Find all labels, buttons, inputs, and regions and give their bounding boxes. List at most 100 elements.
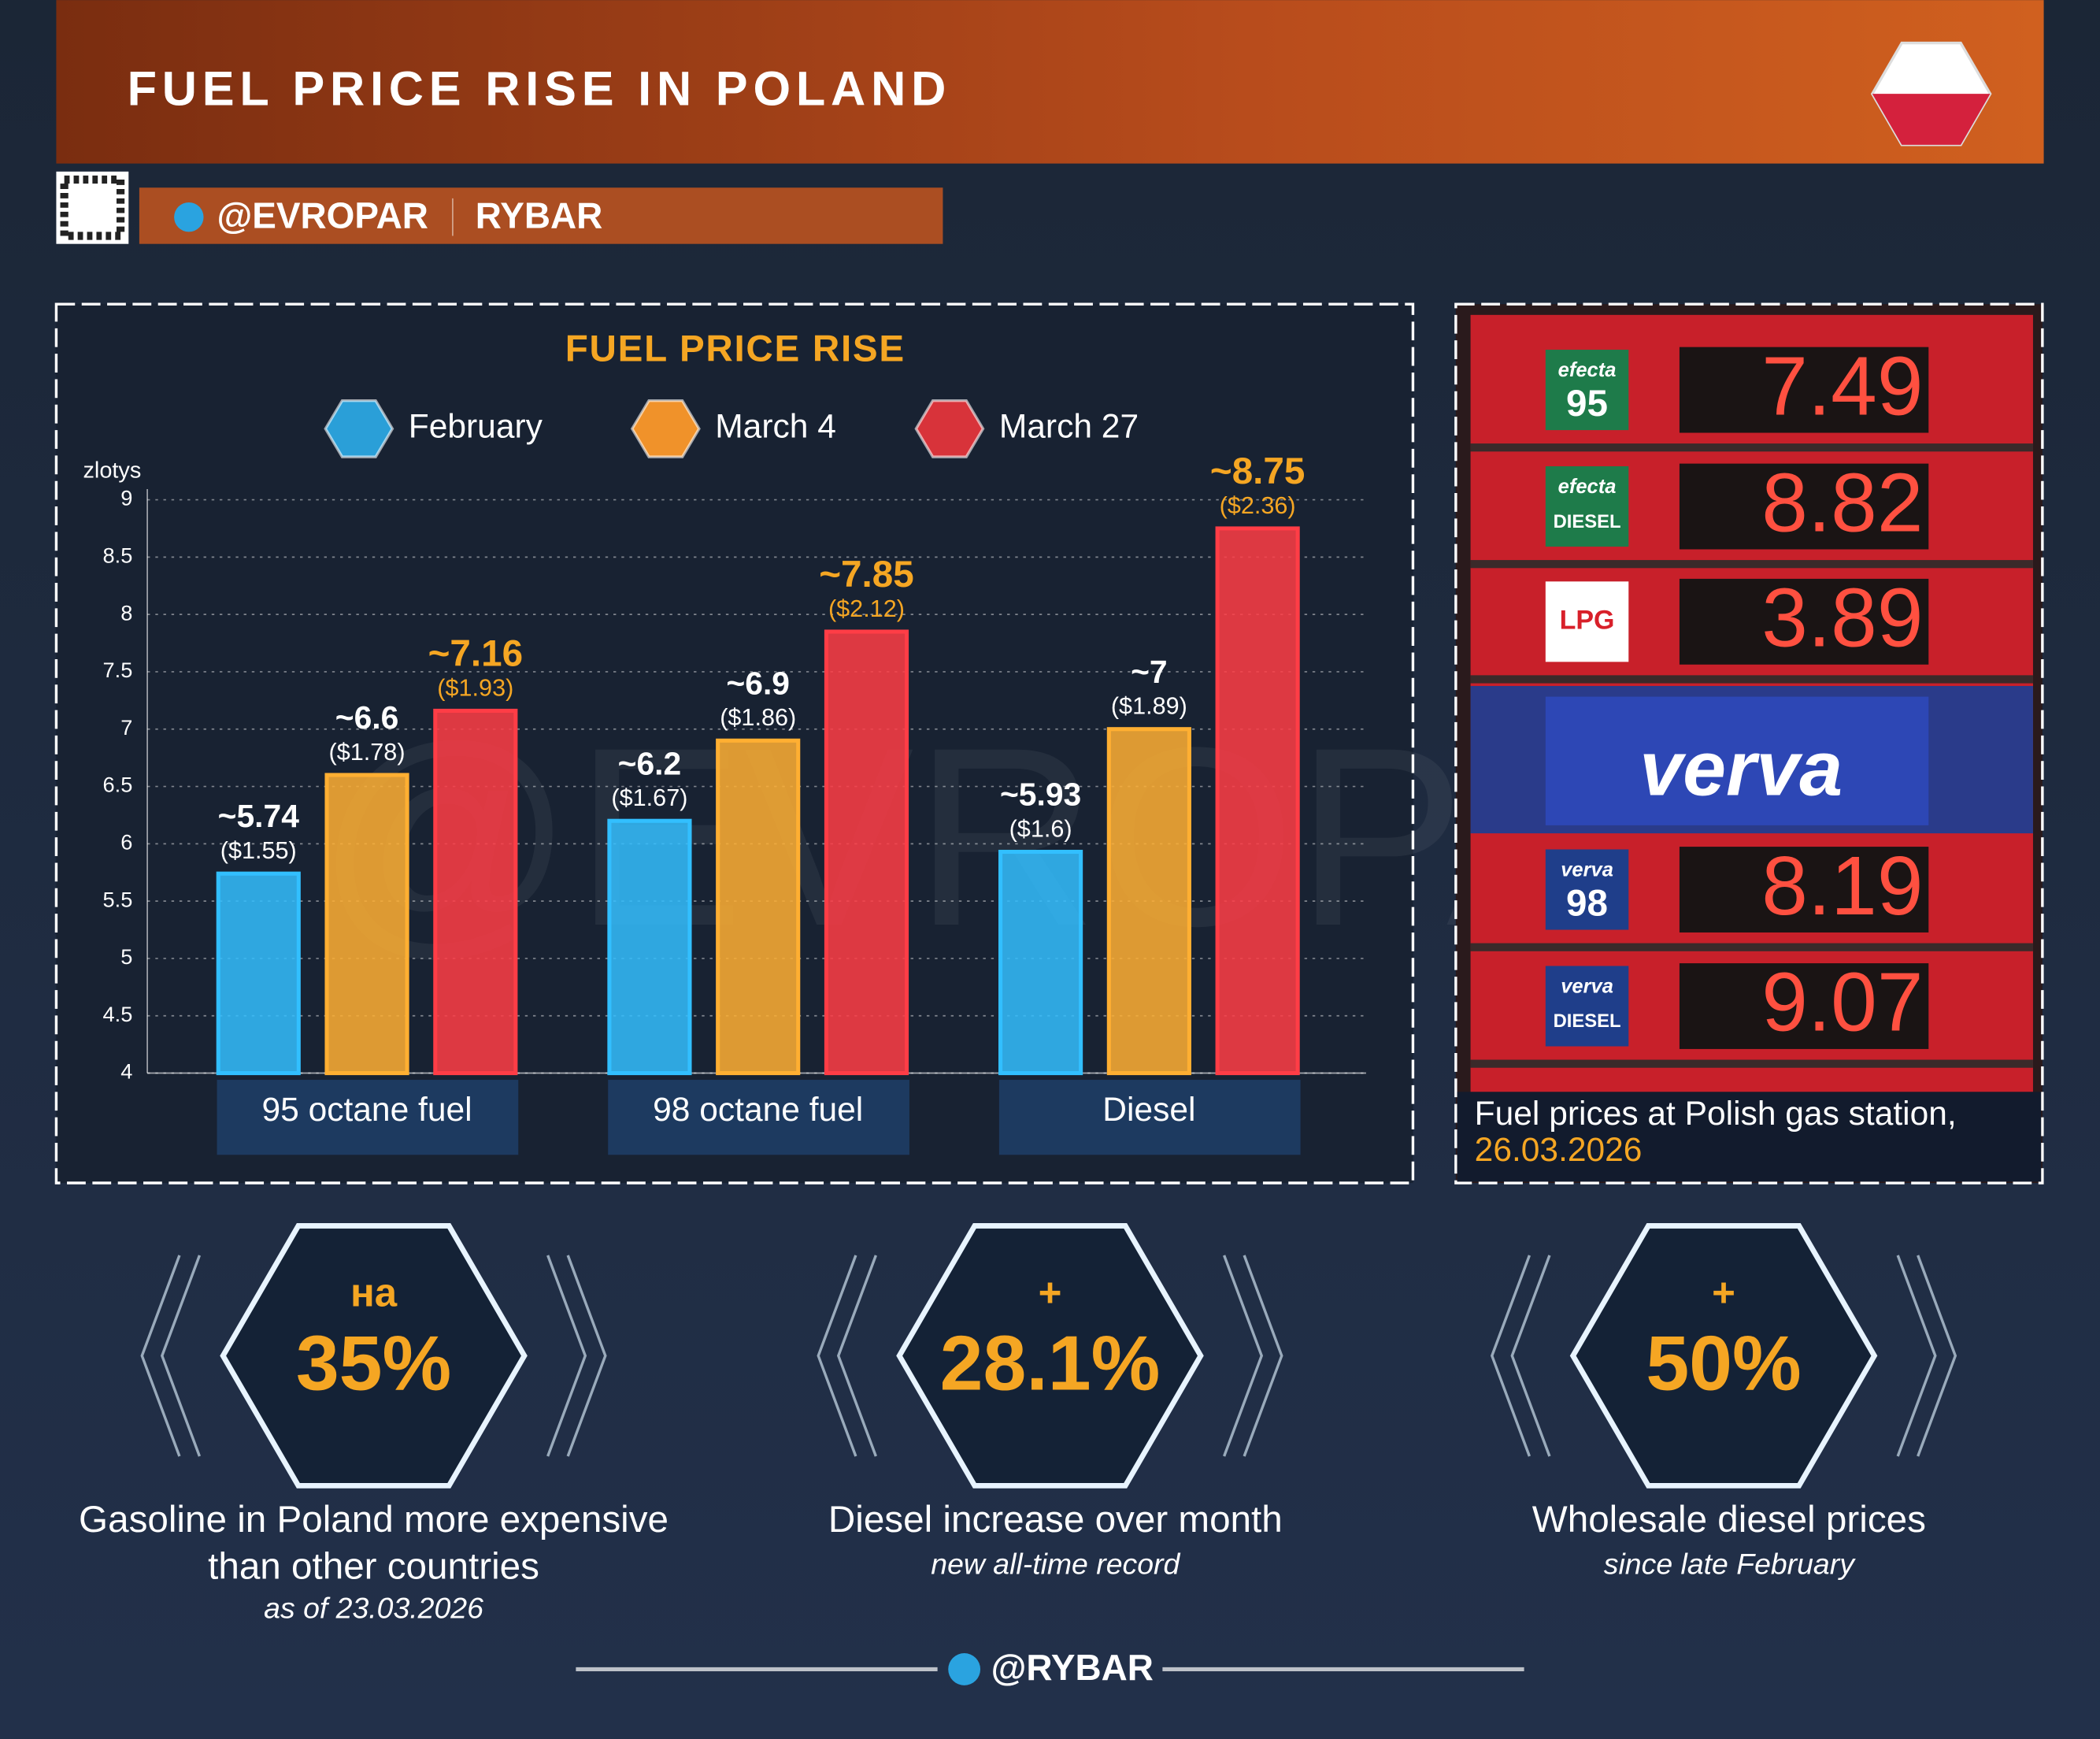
bar <box>1106 727 1191 1076</box>
usd-label: ($1.78) <box>329 739 406 766</box>
stat-description: Diesel increase over month <box>828 1499 1283 1541</box>
value-label: ~7.85 <box>819 554 913 595</box>
stat-hex <box>220 1223 528 1489</box>
board-divider <box>1470 943 2033 951</box>
price: 7.49 <box>1761 340 1923 432</box>
price-display <box>1679 347 1929 433</box>
usd-label: ($1.89) <box>1111 693 1187 720</box>
y-tick-label: 6.5 <box>103 773 133 797</box>
bar <box>1215 526 1300 1076</box>
bar <box>324 773 409 1076</box>
caption-band <box>1457 1092 2042 1182</box>
price-display <box>1679 578 1929 665</box>
y-tick-label: 8 <box>120 600 132 625</box>
banner <box>1545 696 1929 825</box>
price: 3.89 <box>1761 573 1923 665</box>
chevron <box>1490 1255 1531 1457</box>
brand-label: efecta <box>1558 359 1617 381</box>
y-tick-label: 5.5 <box>103 887 133 911</box>
telegram-icon <box>948 1653 981 1685</box>
legend-marker <box>630 399 701 458</box>
value-label: ~5.74 <box>218 798 300 834</box>
y-tick-label: 7 <box>120 715 132 740</box>
board-divider <box>1470 560 2033 569</box>
y-tick-label: 4 <box>120 1059 132 1084</box>
stat-note: since late February <box>1604 1547 1856 1580</box>
board-divider <box>1470 675 2033 684</box>
usd-label: ($1.86) <box>720 704 796 731</box>
grade-badge <box>1545 581 1629 662</box>
legend-marker <box>914 399 985 458</box>
usd-label: ($1.93) <box>437 674 513 701</box>
flag-red <box>1872 94 1991 145</box>
grade-badge <box>1545 466 1629 547</box>
stat-prefix: на <box>350 1270 398 1314</box>
grade-label: LPG <box>1560 605 1615 635</box>
stat-value: 35% <box>296 1319 451 1406</box>
x-tick-label: 95 octane fuel <box>261 1092 472 1129</box>
plot: 4 4.5 5 5.5 6 6.5 7 7.5 8 8.5 9 February March 4 Marc… <box>103 399 1366 1155</box>
header-band <box>56 0 2044 164</box>
price-display <box>1679 847 1929 933</box>
stat-description: than other countries <box>208 1545 539 1587</box>
category-box <box>608 1080 909 1155</box>
price: 8.19 <box>1761 840 1923 933</box>
category-box <box>998 1080 1301 1155</box>
grade-label: DIESEL <box>1554 511 1621 532</box>
y-tick-label: 7.5 <box>103 658 133 682</box>
stat-note: new all-time record <box>931 1547 1180 1580</box>
usd-label: ($1.67) <box>611 784 687 811</box>
chevron <box>817 1255 857 1457</box>
y-tick-label: 6 <box>120 830 132 855</box>
usd-label: ($1.6) <box>1009 815 1072 842</box>
chevron <box>566 1255 607 1457</box>
legend-marker <box>324 399 394 458</box>
footer-handle: @RYBAR <box>991 1647 1154 1688</box>
usd-label: ($2.12) <box>828 595 905 622</box>
chevron <box>1917 1255 1957 1457</box>
grade-badge <box>1545 966 1629 1047</box>
legend-label: March 27 <box>999 409 1139 446</box>
stat-hex <box>896 1223 1204 1489</box>
title: FUEL PRICE RISE IN POLAND <box>128 62 952 116</box>
grade-badge <box>1545 350 1629 431</box>
board-divider <box>1470 1059 2033 1068</box>
category-box <box>217 1080 519 1155</box>
stat-prefix: + <box>1039 1270 1062 1314</box>
value-label: ~6.9 <box>726 665 790 701</box>
stat-note: as of 23.03.2026 <box>264 1591 483 1624</box>
legend-label: March 4 <box>715 409 836 446</box>
grade-badge <box>1545 849 1629 930</box>
photo-date: 26.03.2026 <box>1475 1132 1643 1169</box>
handle-band <box>139 187 943 244</box>
value-label: ~7 <box>1131 654 1168 690</box>
brand: RYBAR <box>476 195 603 235</box>
y-tick-label: 9 <box>120 486 132 510</box>
stat-description: Gasoline in Poland more expensive <box>79 1499 669 1541</box>
value-label: ~6.2 <box>618 745 682 781</box>
brand-label: verva <box>1561 975 1613 997</box>
chevron <box>836 1255 877 1457</box>
x-tick-label: Diesel <box>1102 1092 1195 1129</box>
stat-hex <box>1569 1223 1878 1489</box>
usd-label: ($1.55) <box>220 837 297 864</box>
bar <box>824 629 909 1076</box>
price: 9.07 <box>1761 957 1923 1049</box>
grade-label: 95 <box>1566 383 1608 425</box>
telegram-icon <box>174 202 204 232</box>
value-label: ~8.75 <box>1210 451 1305 492</box>
y-tick-label: 5 <box>120 944 132 969</box>
grade-label: DIESEL <box>1554 1010 1621 1032</box>
price-display <box>1679 963 1929 1049</box>
y-tick-label: 4.5 <box>103 1002 133 1026</box>
chevron <box>1223 1255 1264 1457</box>
x-tick-label: 98 octane fuel <box>653 1092 863 1129</box>
banner-label: verva <box>1639 725 1843 811</box>
value-label: ~5.93 <box>1000 777 1081 813</box>
stats: на 35% Gasoline in Poland more expensiveth… <box>79 1223 1957 1624</box>
chevron <box>1510 1255 1551 1457</box>
bar <box>216 871 301 1076</box>
